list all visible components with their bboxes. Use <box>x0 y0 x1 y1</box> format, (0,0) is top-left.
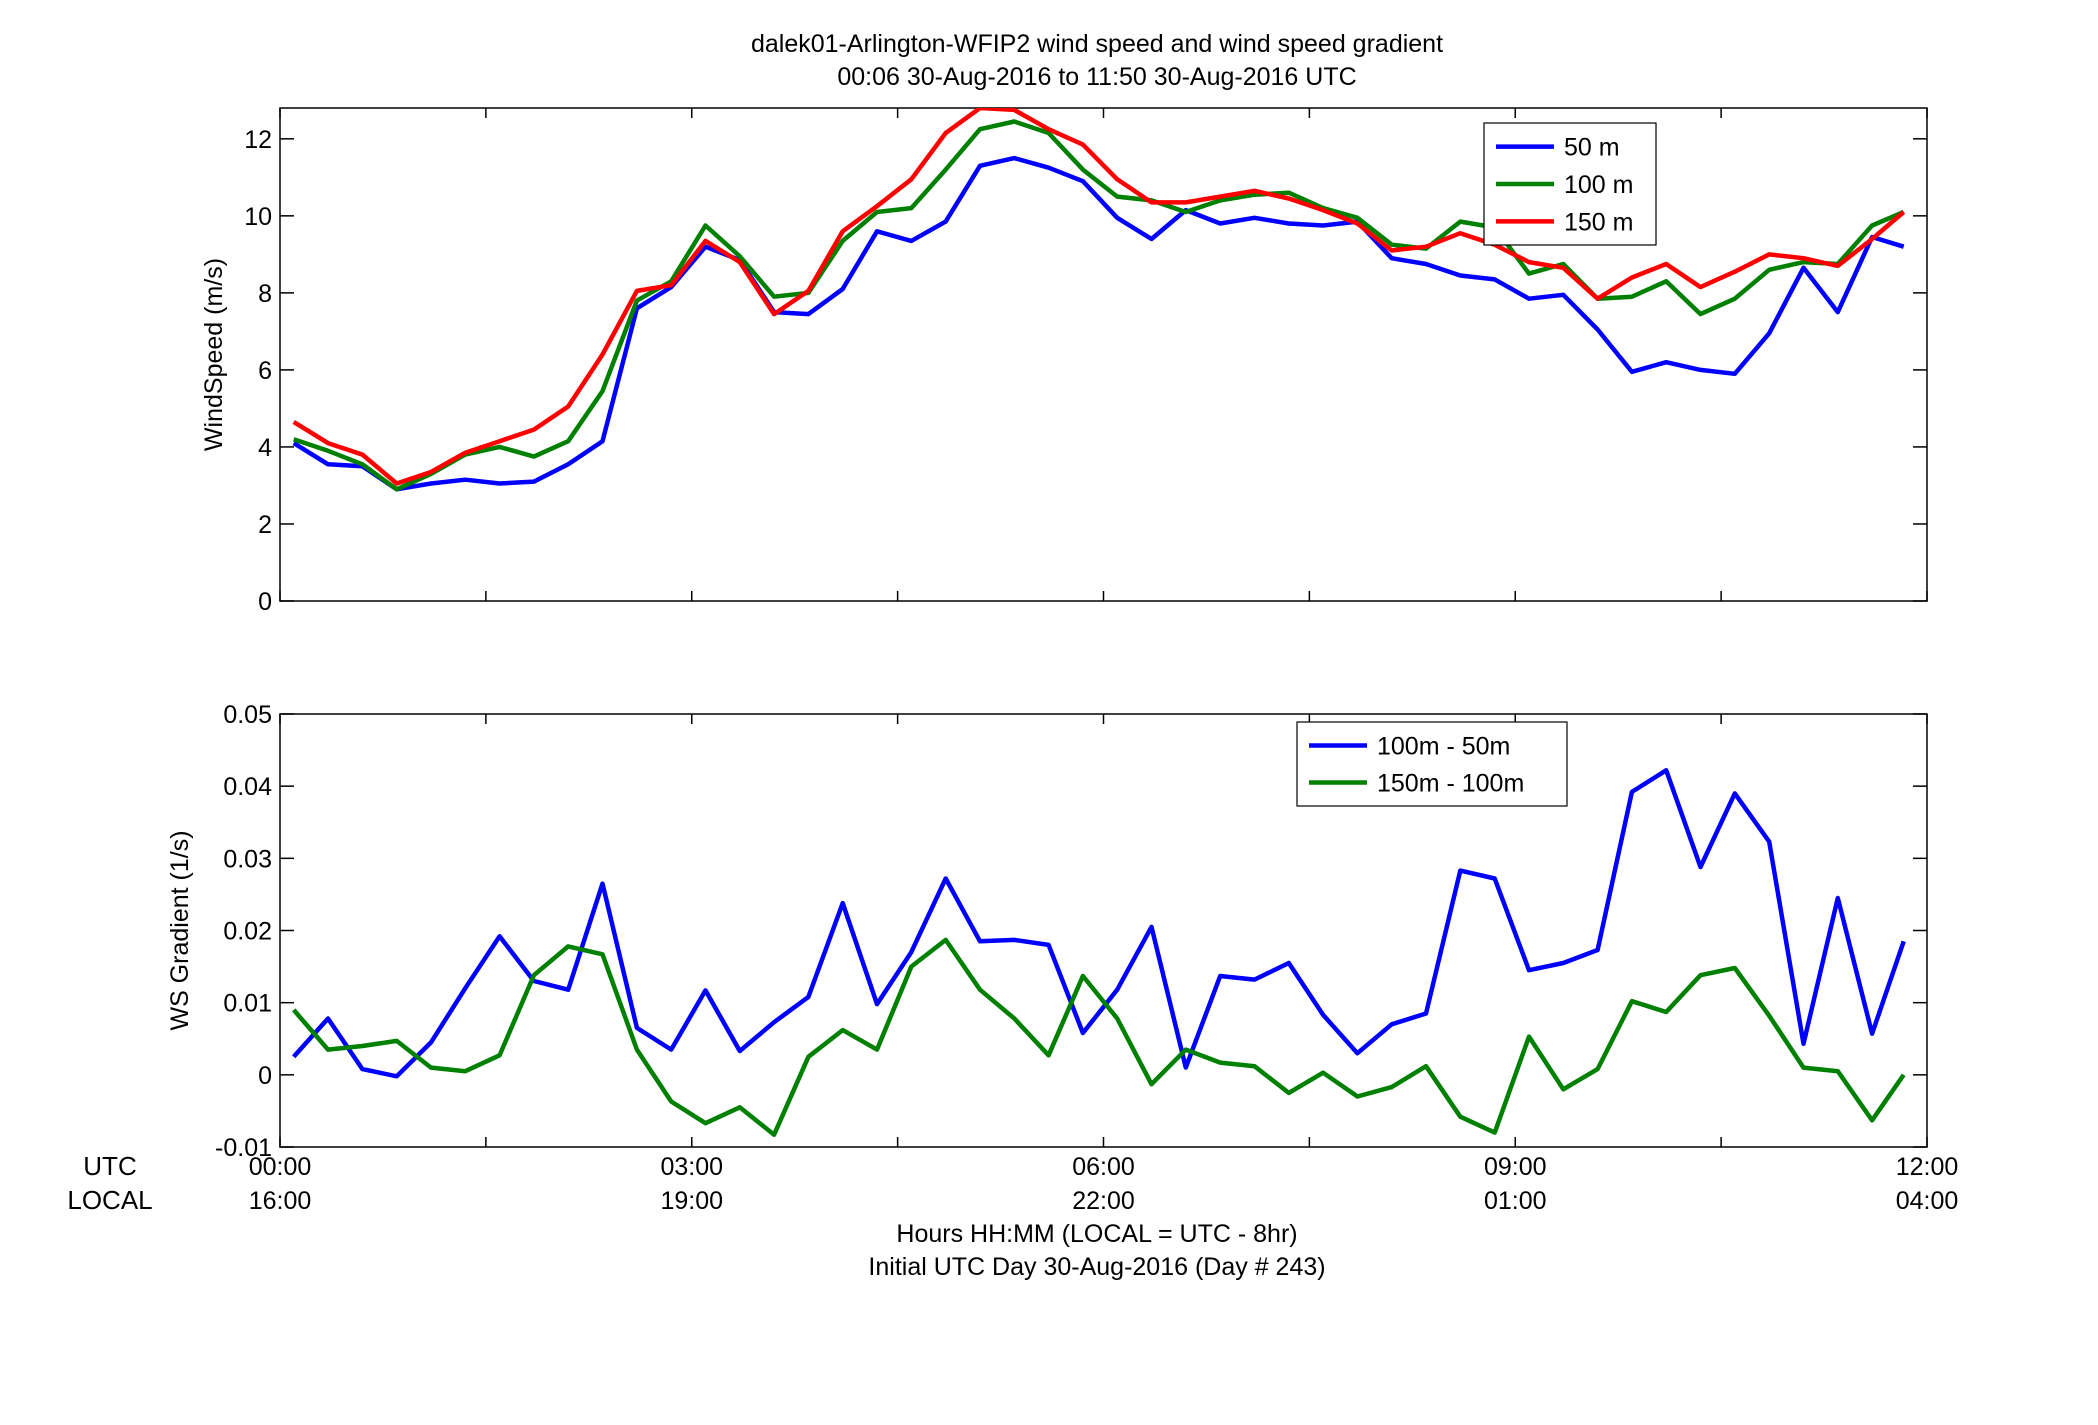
y-tick-label: 12 <box>244 126 272 154</box>
y-tick-label: 10 <box>244 203 272 231</box>
y-tick-label: 0.01 <box>223 990 272 1018</box>
x-axis-label-line2: Initial UTC Day 30-Aug-2016 (Day # 243) <box>868 1253 1325 1281</box>
y-axis-label: WindSpeed (m/s) <box>200 258 228 451</box>
legend-label-0: 100m - 50m <box>1377 733 1510 761</box>
series-line-0 <box>292 768 1906 1079</box>
y-tick-label: 0.05 <box>223 701 272 729</box>
series-line-1 <box>292 119 1905 492</box>
chart-title-line2: 00:06 30-Aug-2016 to 11:50 30-Aug-2016 U… <box>837 63 1356 91</box>
x-tick-label-utc: 06:00 <box>1072 1153 1135 1181</box>
x-tick-label-local: 16:00 <box>249 1187 312 1215</box>
y-axis-label: WS Gradient (1/s) <box>166 830 194 1030</box>
series-line-1 <box>291 937 1906 1137</box>
windspeed-panel: 0 2 4 6 8 10 12 WindSpeed (m/s) 50 m 100 m 150 m <box>200 107 1928 616</box>
x-tick-label-local: 22:00 <box>1072 1187 1135 1215</box>
x-tick-label-utc: 09:00 <box>1484 1153 1547 1181</box>
y-tick-label: 0.02 <box>223 918 272 946</box>
series-line-0 <box>292 155 1905 492</box>
gradient-panel: -0.01 0 0.01 0.02 0.03 0.04 0.05 WS Gradient (1… <box>166 701 1928 1162</box>
y-tick-label: 0.03 <box>223 845 272 873</box>
legend-label-0: 50 m <box>1564 134 1620 162</box>
row-label-utc: UTC <box>83 1151 136 1181</box>
y-tick-label: 0 <box>258 1062 272 1090</box>
plot-frame <box>279 713 1928 1148</box>
x-tick-labels: 00:00 03:00 06:00 09:00 12:00 16:00 19:00 22:00… <box>249 1153 1959 1215</box>
y-tick-label: -0.01 <box>215 1134 272 1162</box>
legend-box <box>1296 721 1568 807</box>
x-tick-label-local: 04:00 <box>1896 1187 1959 1215</box>
x-tick-label-local: 01:00 <box>1484 1187 1547 1215</box>
series-line-2 <box>292 108 1906 486</box>
plot-frame <box>279 107 1928 602</box>
y-tick-label: 2 <box>258 511 272 539</box>
y-tick-label: 0 <box>258 588 272 616</box>
y-tick-label: 6 <box>258 357 272 385</box>
y-tick-label: 0.04 <box>223 773 272 801</box>
x-axis-label-line1: Hours HH:MM (LOCAL = UTC - 8hr) <box>896 1220 1297 1248</box>
x-tick-label-utc: 00:00 <box>249 1153 312 1181</box>
x-tick-label-utc: 12:00 <box>1896 1153 1959 1181</box>
x-tick-label-local: 19:00 <box>660 1187 723 1215</box>
chart-title-line1: dalek01-Arlington-WFIP2 wind speed and w… <box>751 30 1443 58</box>
row-label-local: LOCAL <box>67 1185 152 1215</box>
legend-label-1: 100 m <box>1564 171 1633 199</box>
x-tick-label-utc: 03:00 <box>660 1153 723 1181</box>
legend-label-2: 150 m <box>1564 208 1633 236</box>
y-tick-label: 4 <box>258 434 272 462</box>
y-tick-label: 8 <box>258 280 272 308</box>
legend-label-1: 150m - 100m <box>1377 770 1524 798</box>
